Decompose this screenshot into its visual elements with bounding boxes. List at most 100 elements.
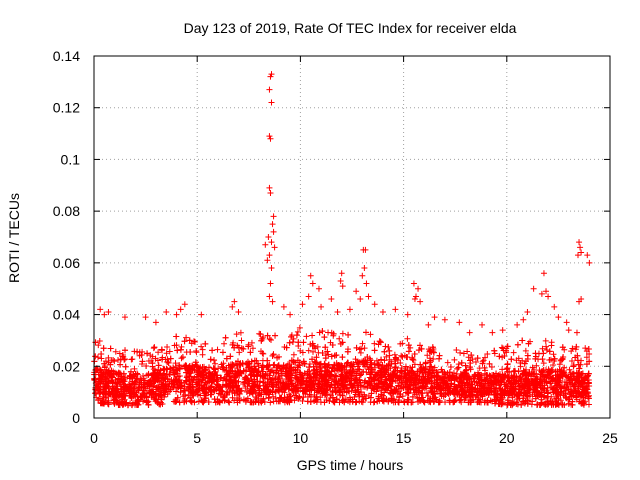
data-point <box>573 394 580 401</box>
data-point <box>415 388 422 395</box>
data-point <box>555 378 562 385</box>
data-point <box>422 360 429 367</box>
data-point <box>309 332 316 339</box>
data-point <box>373 388 380 395</box>
data-point <box>540 360 547 367</box>
data-point <box>162 386 169 393</box>
data-point <box>181 338 188 345</box>
data-point <box>266 336 273 342</box>
data-point <box>322 391 329 398</box>
data-point <box>556 366 563 373</box>
data-point <box>115 357 122 363</box>
data-point <box>347 396 354 403</box>
data-point <box>247 387 254 394</box>
data-point <box>306 364 313 371</box>
data-point <box>381 364 388 371</box>
data-point <box>483 371 490 378</box>
data-point <box>264 387 271 394</box>
data-point <box>288 357 295 364</box>
data-point <box>326 373 333 380</box>
data-point <box>158 396 165 403</box>
data-point <box>275 373 282 380</box>
data-point <box>199 351 206 358</box>
data-point <box>425 376 432 383</box>
data-point <box>240 345 247 352</box>
data-point <box>328 353 335 360</box>
data-point <box>144 350 151 357</box>
data-point <box>135 387 142 394</box>
data-point <box>105 369 112 376</box>
data-point <box>519 337 526 344</box>
data-point <box>418 390 425 397</box>
data-point <box>147 389 154 396</box>
data-point <box>367 357 374 364</box>
data-point <box>385 344 392 350</box>
data-point <box>388 387 395 394</box>
data-point <box>322 378 329 385</box>
data-point <box>309 342 316 349</box>
data-point <box>579 400 586 407</box>
data-point <box>339 392 346 399</box>
data-point <box>281 389 288 396</box>
data-point <box>568 348 575 355</box>
data-point <box>168 380 175 387</box>
data-point <box>270 379 277 386</box>
data-point <box>478 383 485 390</box>
data-point <box>140 373 147 380</box>
data-point <box>585 346 592 353</box>
data-point <box>493 377 500 384</box>
data-point <box>557 392 564 399</box>
data-point <box>229 361 236 368</box>
data-point <box>172 360 179 367</box>
data-point <box>192 338 199 345</box>
data-point <box>496 397 503 404</box>
data-point <box>396 374 403 381</box>
data-point <box>317 361 324 368</box>
data-point <box>496 382 503 389</box>
data-point <box>581 399 588 406</box>
data-point <box>381 348 388 355</box>
data-point <box>518 401 525 408</box>
data-point <box>175 373 182 380</box>
data-point <box>543 378 550 385</box>
data-point <box>352 356 359 363</box>
data-point <box>375 377 382 384</box>
data-point <box>358 389 365 396</box>
data-point <box>113 394 120 401</box>
data-point <box>520 392 527 399</box>
data-point <box>238 337 245 344</box>
data-point <box>117 356 124 363</box>
data-point <box>94 387 101 394</box>
data-point <box>548 342 555 349</box>
data-point <box>221 393 228 400</box>
data-point <box>194 391 201 398</box>
data-point <box>223 355 230 362</box>
data-point <box>257 331 264 338</box>
data-point <box>226 370 233 377</box>
data-point <box>429 367 436 374</box>
data-points <box>91 71 593 409</box>
data-point <box>434 369 441 376</box>
data-point <box>215 390 222 397</box>
data-point <box>484 350 491 357</box>
data-point <box>164 344 171 351</box>
data-point <box>360 368 367 375</box>
data-point <box>383 353 390 360</box>
data-point <box>112 348 119 355</box>
data-point <box>259 362 266 369</box>
data-point <box>566 391 573 398</box>
data-point <box>481 384 488 391</box>
data-point <box>115 371 122 378</box>
data-point <box>240 367 247 374</box>
data-point <box>428 380 435 387</box>
data-point <box>212 399 219 406</box>
data-point <box>300 394 307 401</box>
data-point <box>149 360 156 367</box>
data-point <box>551 355 558 362</box>
data-point <box>585 401 592 408</box>
data-point <box>155 362 162 369</box>
data-point <box>431 383 438 390</box>
data-point <box>152 355 159 362</box>
data-point <box>414 372 421 379</box>
data-point <box>176 362 183 369</box>
